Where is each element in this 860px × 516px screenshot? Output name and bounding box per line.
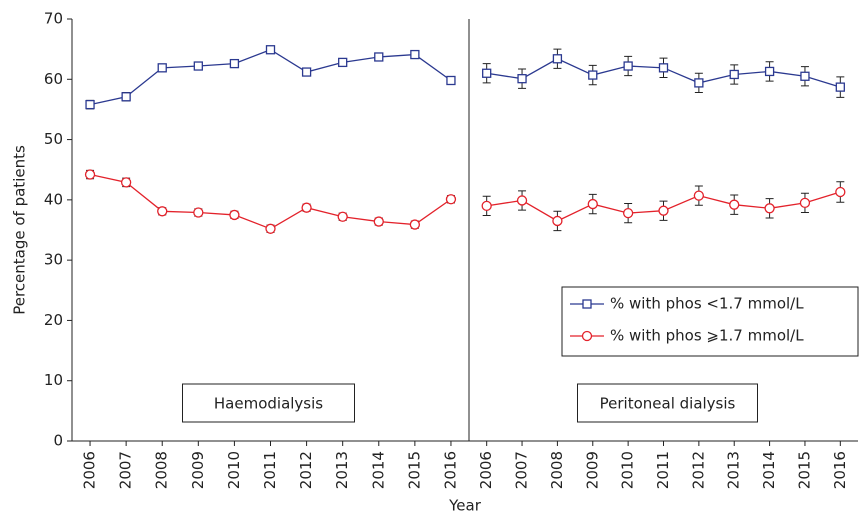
marker	[481, 200, 492, 212]
marker	[729, 69, 739, 80]
x-tick-label: 2009	[189, 451, 207, 489]
marker	[517, 74, 527, 84]
marker	[694, 78, 704, 88]
x-tick-label: 2012	[297, 451, 315, 489]
y-tick-label: 20	[44, 311, 63, 329]
marker	[622, 207, 634, 219]
marker	[157, 206, 168, 217]
x-tick-label: 2013	[725, 451, 743, 489]
panel-label-box	[182, 383, 355, 423]
marker	[764, 203, 775, 214]
marker	[229, 209, 240, 221]
y-tick-label: 60	[44, 70, 63, 88]
marker	[193, 61, 203, 71]
y-tick-label: 40	[44, 190, 63, 208]
y-tick-label: 0	[53, 432, 63, 450]
marker	[373, 216, 384, 227]
x-tick-label: 2006	[477, 451, 495, 489]
marker	[552, 215, 563, 227]
series-line	[89, 49, 452, 106]
marker	[799, 197, 811, 209]
marker	[623, 61, 633, 71]
y-tick-label: 10	[44, 371, 63, 389]
legend-box	[561, 286, 859, 357]
x-tick-label: 2013	[333, 451, 351, 489]
marker	[338, 57, 348, 68]
panel-label: Peritoneal dialysis	[600, 395, 736, 413]
marker	[120, 177, 132, 188]
marker	[337, 211, 348, 222]
x-tick-label: 2011	[654, 451, 672, 489]
x-tick-label: 2014	[369, 451, 387, 489]
x-tick-label: 2007	[117, 451, 135, 489]
x-tick-label: 2006	[81, 451, 99, 489]
marker	[482, 68, 492, 78]
marker	[552, 54, 563, 64]
marker	[835, 82, 845, 92]
legend-label: % with phos <1.7 mmol/L	[610, 295, 804, 313]
y-tick-label: 70	[44, 10, 63, 28]
marker	[446, 75, 456, 86]
marker	[84, 169, 96, 180]
marker	[588, 70, 598, 80]
x-tick-label: 2015	[795, 451, 813, 489]
marker	[835, 186, 846, 198]
x-tick-label: 2008	[548, 451, 566, 489]
marker	[409, 219, 421, 230]
marker	[157, 63, 167, 73]
x-tick-label: 2015	[405, 451, 423, 489]
x-tick-label: 2016	[831, 451, 849, 489]
marker	[193, 207, 204, 218]
x-tick-label: 2010	[225, 451, 243, 489]
x-tick-label: 2012	[689, 451, 707, 489]
marker	[265, 223, 276, 234]
marker	[121, 92, 131, 102]
marker	[729, 199, 740, 210]
x-tick-label: 2008	[153, 451, 171, 489]
marker	[410, 49, 420, 60]
marker	[581, 330, 593, 342]
x-axis-label: Year	[448, 497, 482, 515]
marker	[800, 71, 810, 81]
x-tick-label: 2014	[760, 451, 778, 489]
marker	[658, 63, 669, 73]
marker	[587, 198, 598, 210]
marker	[693, 190, 705, 201]
panel-label: Haemodialysis	[214, 395, 323, 413]
x-tick-label: 2010	[619, 451, 637, 489]
legend-label: % with phos ⩾1.7 mmol/L	[610, 327, 804, 345]
y-axis-label: Percentage of patients	[11, 145, 29, 315]
marker	[764, 66, 775, 77]
marker	[265, 45, 276, 55]
marker	[582, 299, 592, 309]
marker	[229, 58, 240, 69]
x-tick-label: 2009	[583, 451, 601, 489]
marker	[301, 202, 312, 213]
marker	[445, 194, 457, 205]
y-tick-label: 50	[44, 130, 63, 148]
marker	[516, 195, 528, 206]
y-tick-label: 30	[44, 251, 63, 269]
marker	[301, 67, 312, 77]
x-tick-label: 2007	[513, 451, 531, 489]
marker	[374, 52, 384, 62]
series-line	[89, 173, 452, 230]
panel-label-box	[577, 383, 758, 423]
x-tick-label: 2016	[441, 451, 459, 489]
marker	[85, 99, 95, 110]
marker	[658, 205, 669, 216]
x-tick-label: 2011	[261, 451, 279, 489]
